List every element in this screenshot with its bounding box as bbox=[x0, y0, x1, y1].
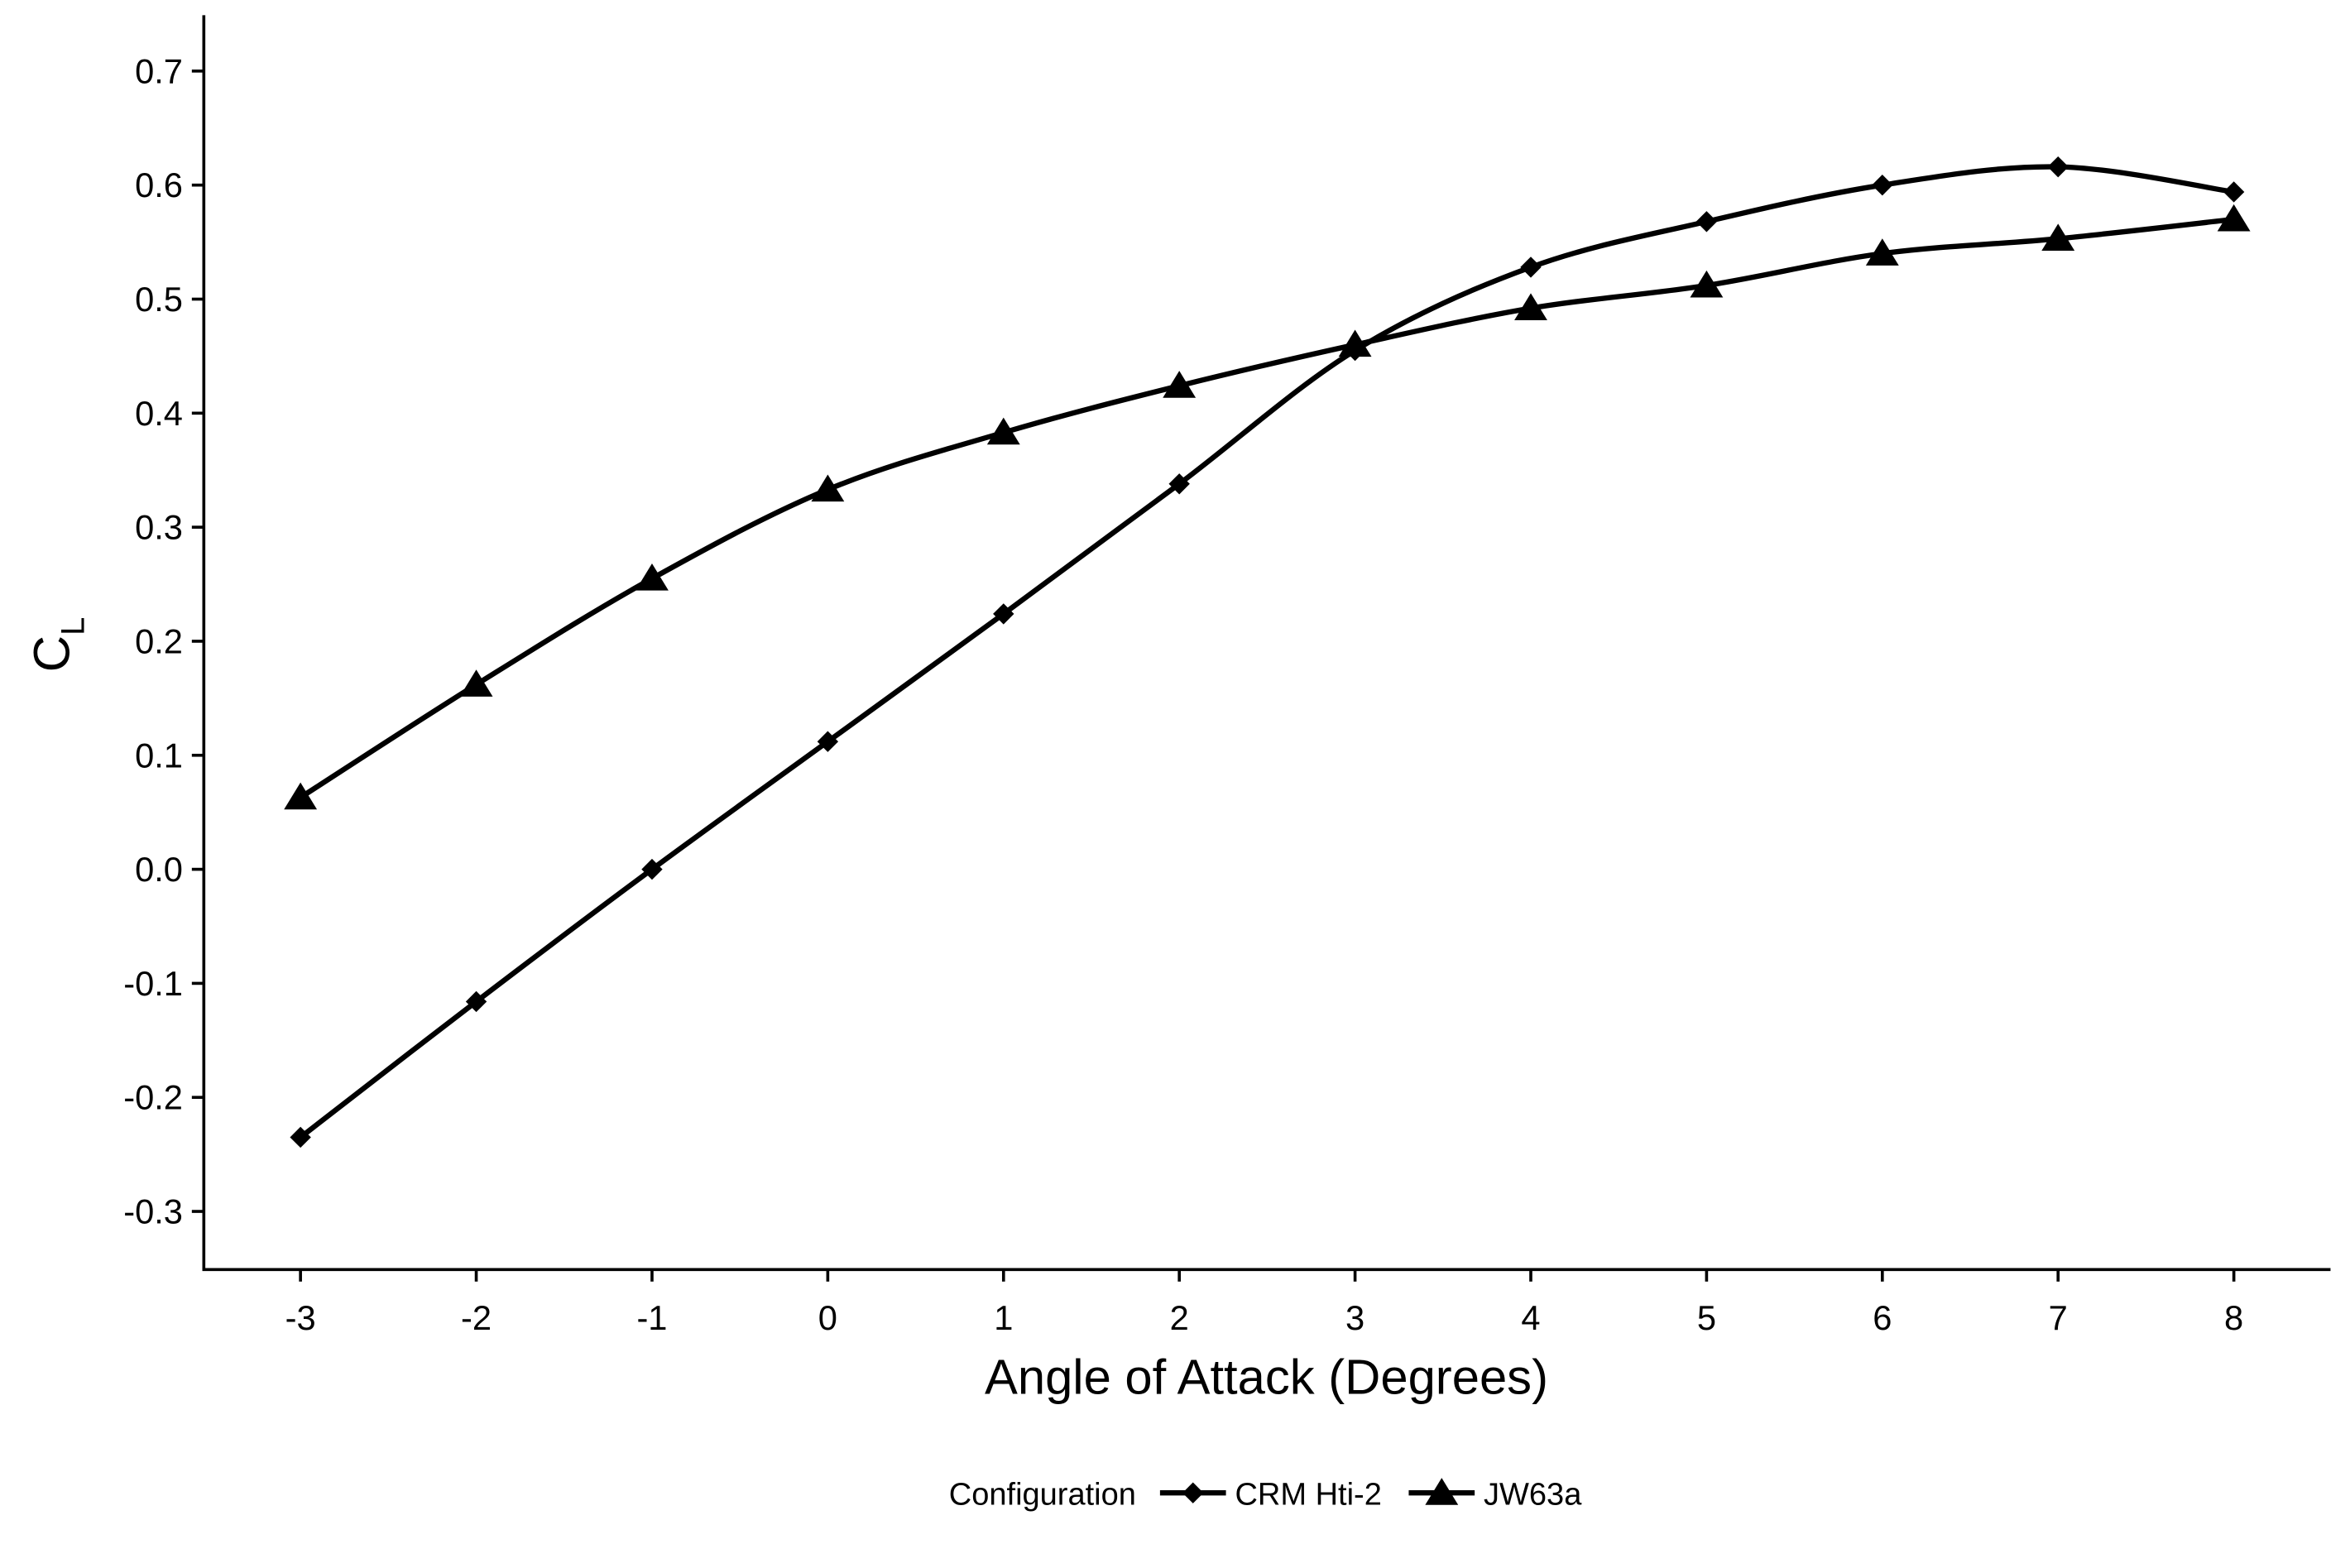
x-tick-label: 0 bbox=[818, 1298, 837, 1337]
x-tick-label: -3 bbox=[285, 1298, 316, 1337]
x-tick-label: 8 bbox=[2224, 1298, 2243, 1337]
x-tick-label: -1 bbox=[636, 1298, 667, 1337]
marker-diamond bbox=[993, 603, 1014, 625]
marker-triangle bbox=[284, 782, 318, 810]
marker-diamond bbox=[2047, 156, 2069, 178]
marker-triangle bbox=[1690, 270, 1724, 298]
y-tick-label: 0.5 bbox=[135, 280, 183, 319]
legend-title: Configuration bbox=[949, 1478, 1136, 1513]
marker-triangle bbox=[459, 669, 493, 697]
y-tick-label: 0.1 bbox=[135, 736, 183, 774]
marker-diamond bbox=[1168, 473, 1190, 495]
marker-triangle bbox=[635, 563, 669, 591]
y-tick-label: 0.7 bbox=[135, 51, 183, 90]
y-tick-label: 0.6 bbox=[135, 165, 183, 204]
marker-diamond bbox=[2223, 181, 2245, 203]
y-tick-label: -0.2 bbox=[123, 1078, 183, 1117]
x-axis-title: Angle of Attack (Degrees) bbox=[985, 1350, 1548, 1405]
y-tick-label: -0.3 bbox=[123, 1192, 183, 1231]
x-tick-label: 3 bbox=[1345, 1298, 1364, 1337]
y-tick-label: 0.2 bbox=[135, 621, 183, 660]
marker-triangle bbox=[1338, 329, 1372, 357]
marker-diamond bbox=[1695, 211, 1718, 233]
series-line bbox=[299, 216, 2234, 800]
y-tick-label: -0.1 bbox=[123, 964, 183, 1003]
marker-triangle bbox=[2217, 204, 2251, 232]
y-tick-label: 0.4 bbox=[135, 394, 183, 433]
marker-triangle bbox=[1163, 371, 1197, 398]
marker-diamond bbox=[290, 1126, 311, 1148]
x-tick-label: -2 bbox=[461, 1298, 492, 1337]
x-tick-label: 1 bbox=[994, 1298, 1013, 1337]
y-axis-title-sub: L bbox=[55, 617, 91, 635]
y-axis-title-main: C bbox=[23, 635, 80, 672]
marker-triangle bbox=[1425, 1478, 1459, 1505]
y-tick-label: 0.3 bbox=[135, 508, 183, 547]
y-axis-title: CL bbox=[23, 617, 91, 673]
legend-label: CRM Hti-2 bbox=[1235, 1478, 1381, 1513]
marker-triangle bbox=[2041, 223, 2075, 251]
marker-triangle bbox=[1865, 238, 1899, 266]
x-tick-label: 2 bbox=[1170, 1298, 1189, 1337]
marker-triangle bbox=[811, 474, 845, 502]
x-tick-label: 7 bbox=[2049, 1298, 2068, 1337]
marker-diamond bbox=[817, 731, 839, 752]
x-tick-label: 5 bbox=[1697, 1298, 1716, 1337]
y-tick-label: 0.0 bbox=[135, 850, 183, 889]
marker-triangle bbox=[1514, 293, 1547, 321]
x-tick-label: 6 bbox=[1873, 1298, 1892, 1337]
legend-label: JW63a bbox=[1484, 1478, 1582, 1513]
marker-diamond bbox=[1182, 1482, 1204, 1503]
marker-diamond bbox=[641, 858, 663, 880]
marker-triangle bbox=[986, 417, 1020, 445]
x-tick-label: 4 bbox=[1521, 1298, 1540, 1337]
